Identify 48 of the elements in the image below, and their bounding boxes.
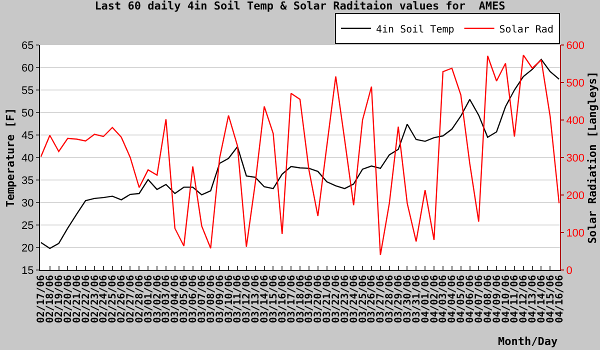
x-tick-label: 04/14/06 bbox=[536, 275, 548, 324]
y2-tick-label: 300 bbox=[566, 152, 585, 164]
x-tick-label: 04/01/06 bbox=[420, 275, 432, 324]
y-tick-label: 65 bbox=[22, 40, 34, 52]
x-tick-label: 03/24/06 bbox=[348, 275, 360, 324]
x-tick-label: 03/09/06 bbox=[214, 275, 226, 324]
x-tick-label: 02/22/06 bbox=[80, 275, 92, 324]
x-tick-label: 03/01/06 bbox=[143, 275, 154, 324]
y-tick-label: 55 bbox=[22, 84, 34, 97]
y2-axis-title: Solar Radiation [Langleys] bbox=[586, 71, 599, 244]
legend-label: Solar Rad bbox=[499, 24, 554, 36]
y-axis-title: Temperature [F] bbox=[4, 108, 18, 208]
x-tick-label: 02/20/06 bbox=[62, 275, 74, 324]
x-tick-label: 02/27/06 bbox=[125, 275, 136, 324]
legend-label: 4in Soil Temp bbox=[376, 24, 454, 36]
y-tick-label: 15 bbox=[22, 264, 34, 277]
y-tick-label: 35 bbox=[22, 174, 34, 187]
y2-tick-label: 600 bbox=[566, 40, 585, 52]
x-tick-label: 04/16/06 bbox=[554, 275, 566, 324]
y-tick-label: 40 bbox=[22, 152, 34, 164]
x-tick-label: 03/22/06 bbox=[330, 275, 342, 324]
y-tick-label: 60 bbox=[22, 62, 34, 74]
y-tick-label: 45 bbox=[22, 130, 34, 142]
x-tick-label: 03/07/06 bbox=[196, 275, 208, 324]
x-tick-label: 03/30/06 bbox=[402, 275, 414, 324]
y-tick-label: 25 bbox=[22, 220, 34, 232]
x-tick-label: 04/08/06 bbox=[482, 275, 494, 324]
y2-tick-label: 500 bbox=[566, 77, 585, 90]
x-tick-label: 03/15/06 bbox=[268, 275, 280, 324]
y2-tick-label: 100 bbox=[566, 227, 585, 240]
x-tick-label: 04/09/06 bbox=[492, 275, 503, 324]
x-tick-label: 03/16/06 bbox=[277, 275, 288, 324]
x-tick-label: 02/21/06 bbox=[72, 275, 83, 324]
x-axis-title: Month/Day bbox=[498, 335, 558, 348]
x-tick-label: 04/15/06 bbox=[545, 275, 556, 324]
x-tick-label: 03/31/06 bbox=[411, 275, 422, 324]
y2-tick-label: 0 bbox=[566, 264, 572, 277]
x-tick-label: 03/23/06 bbox=[340, 275, 351, 324]
y-tick-label: 20 bbox=[22, 242, 34, 254]
x-tick-label: 02/28/06 bbox=[134, 275, 146, 324]
y-tick-label: 50 bbox=[22, 107, 34, 120]
y2-tick-label: 400 bbox=[566, 114, 585, 127]
y2-tick-label: 200 bbox=[566, 190, 585, 202]
chart-title: Last 60 daily 4in Soil Temp & Solar Raditaion values for AMES bbox=[94, 0, 506, 12]
x-tick-label: 03/08/06 bbox=[206, 275, 217, 324]
x-tick-label: 03/17/06 bbox=[286, 275, 298, 324]
y-tick-label: 30 bbox=[22, 197, 34, 210]
x-tick-label: 04/07/06 bbox=[474, 275, 485, 324]
